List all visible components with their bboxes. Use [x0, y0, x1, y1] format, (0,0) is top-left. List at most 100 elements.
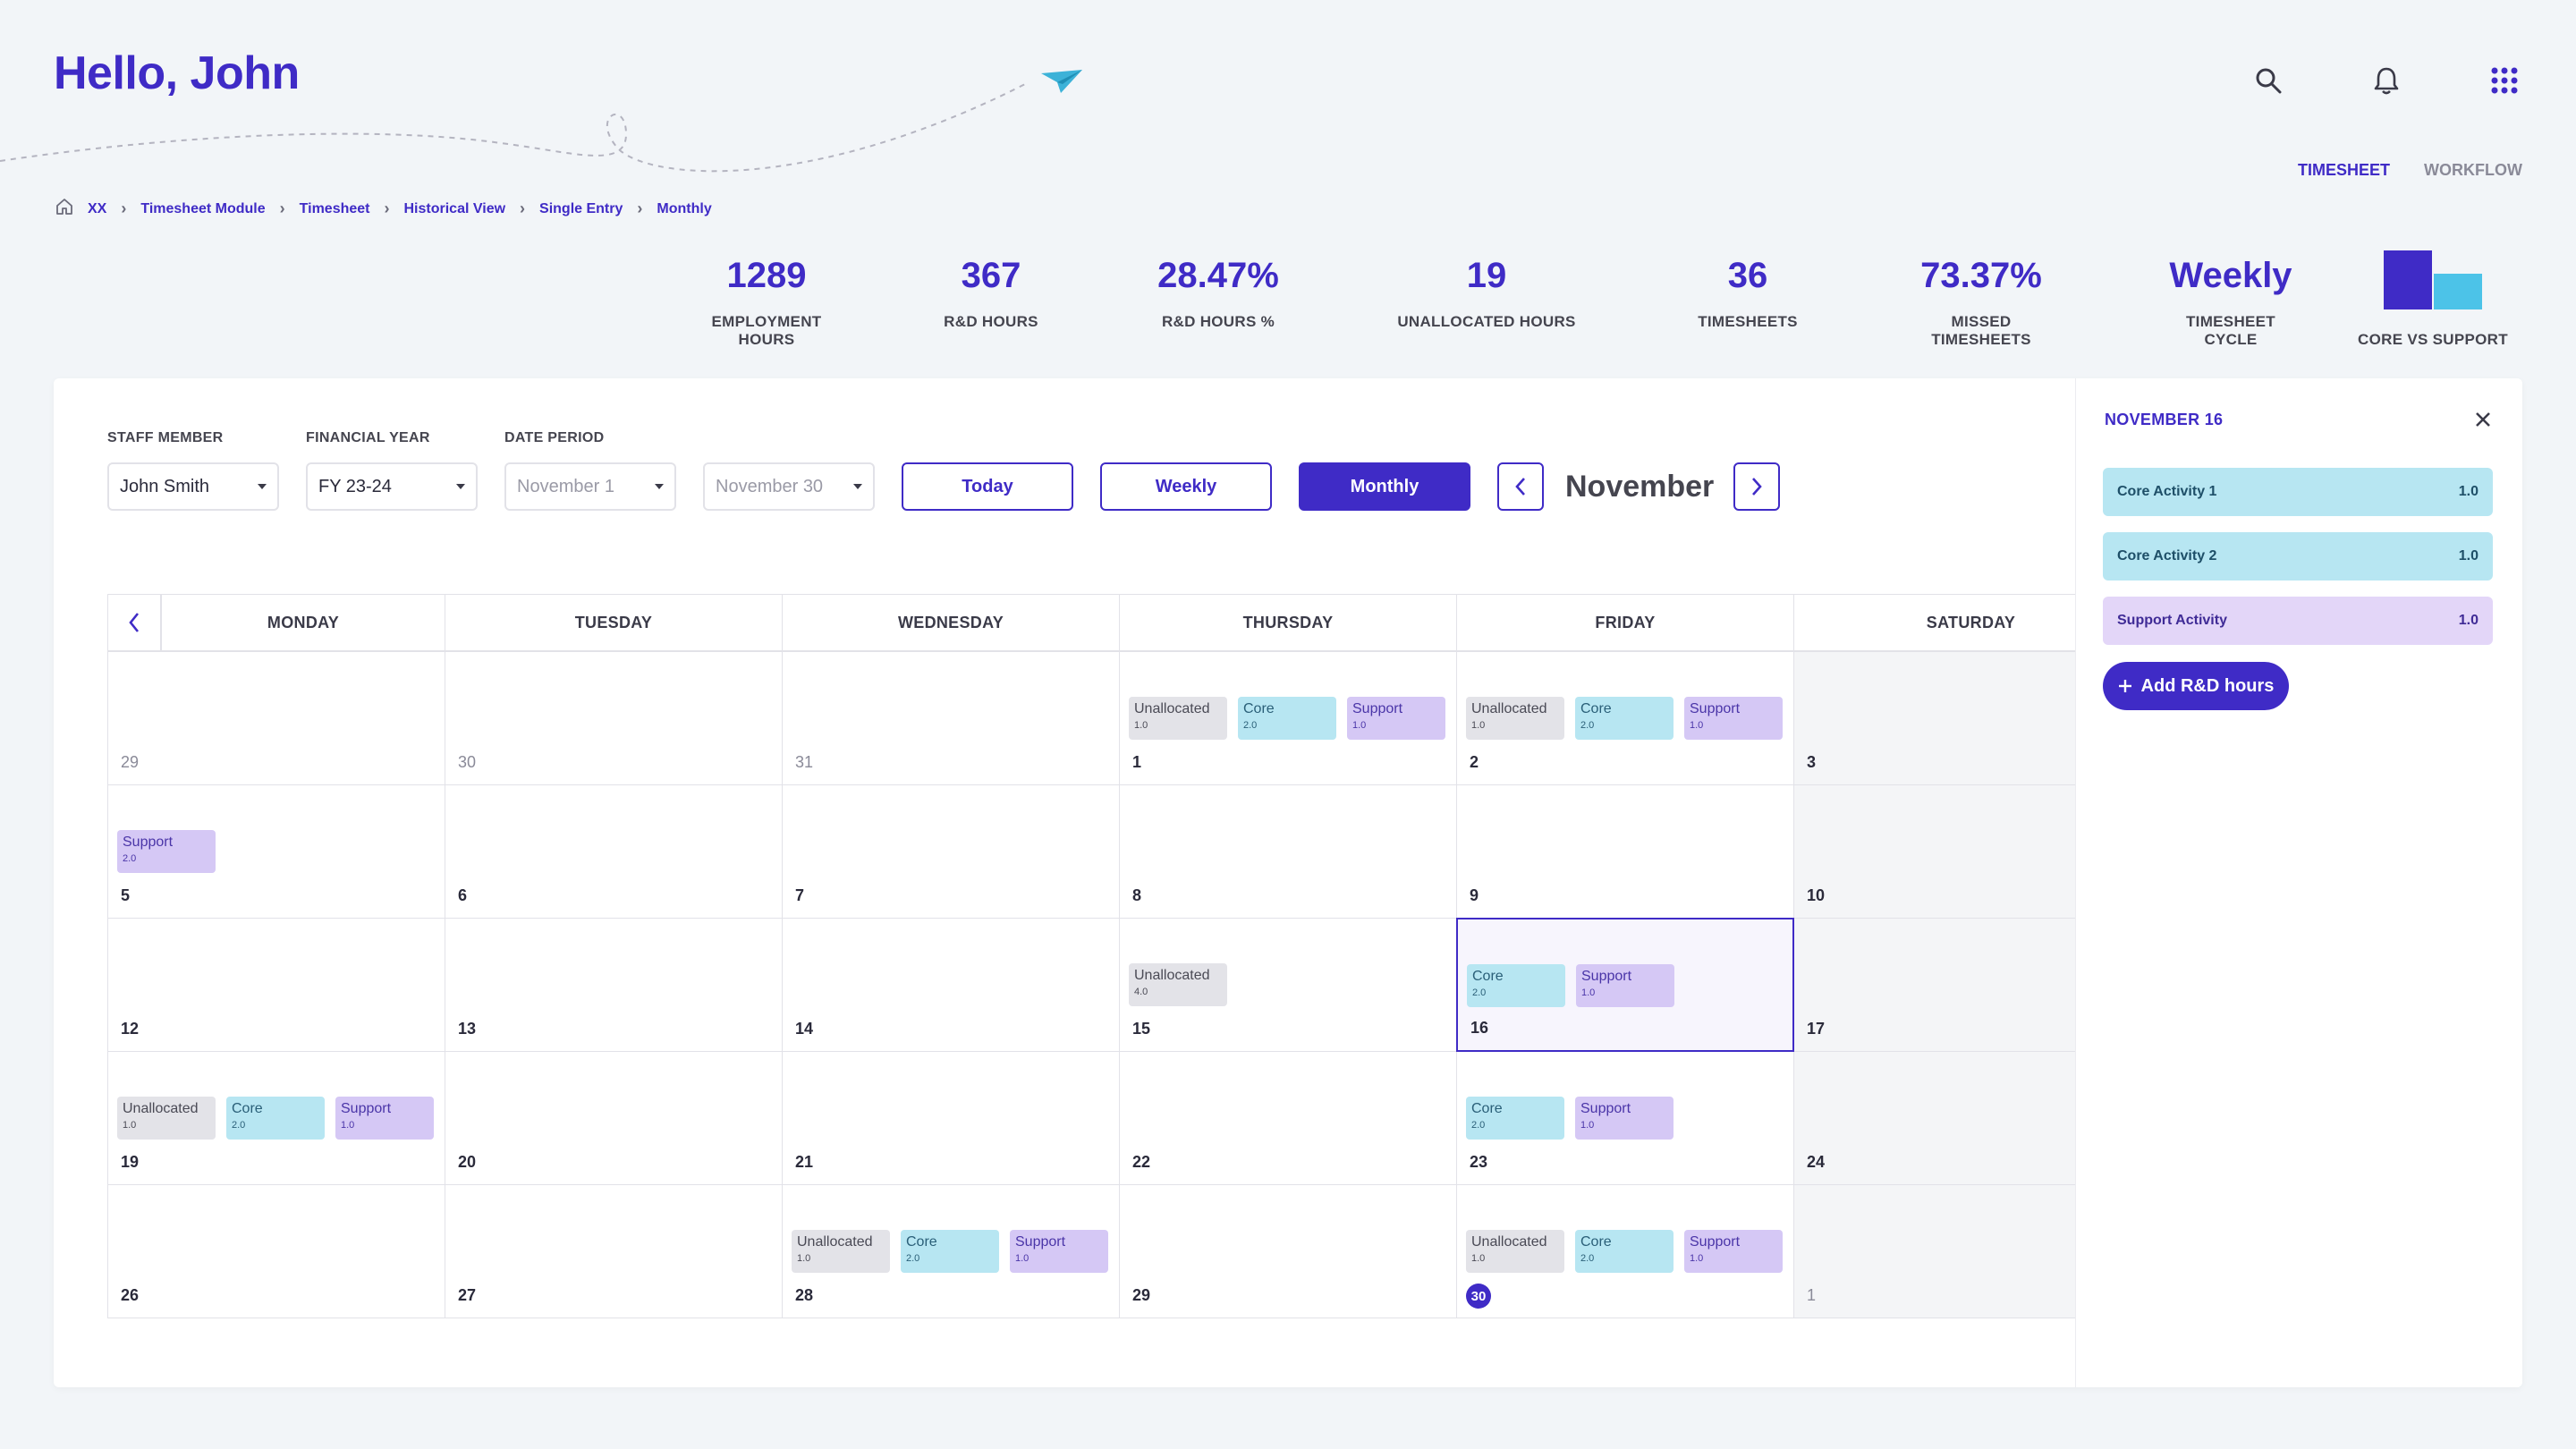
breadcrumb-timesheet[interactable]: Timesheet: [299, 200, 370, 216]
chip-hours: 2.0: [232, 1120, 246, 1131]
breadcrumb-monthly[interactable]: Monthly: [657, 200, 712, 216]
hours-chip-core[interactable]: Core 2.0: [1575, 697, 1674, 740]
breadcrumb-timesheet-module[interactable]: Timesheet Module: [140, 200, 266, 216]
next-month-button[interactable]: [1733, 462, 1780, 511]
calendar-day-cell[interactable]: Support 2.0 5: [107, 784, 445, 919]
search-icon[interactable]: [2250, 63, 2286, 98]
chip-hours: 4.0: [1134, 987, 1148, 997]
chip-label: Support: [123, 835, 174, 850]
today-button[interactable]: Today: [902, 462, 1073, 511]
day-number: 22: [1132, 1153, 1151, 1171]
hours-chip-support[interactable]: Support 1.0: [1576, 964, 1674, 1007]
calendar-day-cell[interactable]: Unallocated 1.0 Core 2.0 Support 1.0 2: [1456, 651, 1794, 785]
chip-hours: 1.0: [1690, 720, 1704, 731]
calendar-day-cell[interactable]: Unallocated 4.0 15: [1119, 918, 1457, 1052]
bell-icon[interactable]: [2368, 63, 2404, 98]
activity-core-2[interactable]: Core Activity 2 1.0: [2103, 532, 2493, 580]
hours-chip-unallocated[interactable]: Unallocated 1.0: [1129, 697, 1227, 740]
calendar-day-cell[interactable]: 29: [107, 651, 445, 785]
chip-hours: 2.0: [1580, 720, 1595, 731]
financial-year-select[interactable]: FY 23-24: [306, 462, 478, 511]
chip-hours: 1.0: [1471, 720, 1486, 731]
breadcrumb-xx[interactable]: XX: [88, 200, 107, 216]
chevron-right-icon: ›: [520, 199, 526, 217]
chip-label: Core: [1243, 701, 1275, 716]
calendar-day-cell[interactable]: 30: [445, 651, 783, 785]
weekday-header: WEDNESDAY: [782, 594, 1120, 651]
hours-chip-support[interactable]: Support 1.0: [1575, 1097, 1674, 1140]
breadcrumb-historical-view[interactable]: Historical View: [403, 200, 506, 216]
hours-chip-support[interactable]: Support 1.0: [1684, 697, 1783, 740]
hours-chip-core[interactable]: Core 2.0: [1575, 1230, 1674, 1273]
hours-chip-unallocated[interactable]: Unallocated 1.0: [1466, 697, 1564, 740]
calendar-day-cell[interactable]: 31: [782, 651, 1120, 785]
calendar-day-cell[interactable]: 13: [445, 918, 783, 1052]
hours-chip-core[interactable]: Core 2.0: [1238, 697, 1336, 740]
calendar-day-cell[interactable]: 6: [445, 784, 783, 919]
hours-chip-support[interactable]: Support 1.0: [1010, 1230, 1108, 1273]
calendar-day-cell[interactable]: Unallocated 1.0 Core 2.0 Support 1.0 19: [107, 1051, 445, 1185]
calendar-day-cell[interactable]: 26: [107, 1184, 445, 1318]
chip-label: Support: [1581, 969, 1632, 984]
hours-chip-unallocated[interactable]: Unallocated 4.0: [1129, 963, 1227, 1006]
day-number: 28: [795, 1286, 814, 1304]
calendar-day-cell[interactable]: 21: [782, 1051, 1120, 1185]
hours-chip-core[interactable]: Core 2.0: [226, 1097, 325, 1140]
hours-chip-unallocated[interactable]: Unallocated 1.0: [117, 1097, 216, 1140]
date-from-select[interactable]: November 1: [504, 462, 676, 511]
calendar-day-cell[interactable]: 20: [445, 1051, 783, 1185]
breadcrumb-single-entry[interactable]: Single Entry: [539, 200, 623, 216]
apps-grid-icon[interactable]: [2487, 63, 2522, 98]
calendar-prev-week-button[interactable]: [107, 594, 161, 651]
calendar-day-cell[interactable]: Unallocated 1.0 Core 2.0 Support 1.0 30: [1456, 1184, 1794, 1318]
add-rd-hours-button[interactable]: Add R&D hours: [2103, 662, 2289, 710]
activity-core-1[interactable]: Core Activity 1 1.0: [2103, 468, 2493, 516]
calendar-day-cell[interactable]: 27: [445, 1184, 783, 1318]
date-to-select[interactable]: November 30: [703, 462, 875, 511]
calendar-day-cell[interactable]: 29: [1119, 1184, 1457, 1318]
chip-hours: 1.0: [341, 1120, 355, 1131]
hours-chip-unallocated[interactable]: Unallocated 1.0: [1466, 1230, 1564, 1273]
weekly-button[interactable]: Weekly: [1100, 462, 1272, 511]
timesheet-card: STAFF MEMBER John Smith FINANCIAL YEAR F…: [54, 378, 2522, 1387]
calendar-day-cell[interactable]: 22: [1119, 1051, 1457, 1185]
stat-missed-timesheets: 73.37% MISSED TIMESHEETS: [1920, 256, 2042, 348]
calendar-day-cell[interactable]: 9: [1456, 784, 1794, 919]
prev-month-button[interactable]: [1497, 462, 1544, 511]
chevron-right-icon: ›: [279, 199, 285, 217]
calendar-day-cell[interactable]: 14: [782, 918, 1120, 1052]
day-number: 16: [1470, 1019, 1489, 1037]
chip-label: Core: [232, 1101, 263, 1116]
calendar-day-cell[interactable]: Unallocated 1.0 Core 2.0 Support 1.0 1: [1119, 651, 1457, 785]
day-number: 17: [1807, 1020, 1826, 1038]
chip-label: Core: [1580, 701, 1612, 716]
hours-chip-core[interactable]: Core 2.0: [901, 1230, 999, 1273]
hours-chip-core[interactable]: Core 2.0: [1467, 964, 1565, 1007]
monthly-button[interactable]: Monthly: [1299, 462, 1470, 511]
hours-chip-support[interactable]: Support 2.0: [117, 830, 216, 873]
home-icon[interactable]: [55, 198, 73, 220]
activity-support[interactable]: Support Activity 1.0: [2103, 597, 2493, 645]
tab-workflow[interactable]: WORKFLOW: [2424, 161, 2522, 179]
chevron-right-icon: [1752, 478, 1762, 496]
day-number: 14: [795, 1020, 814, 1038]
day-number: 2: [1470, 753, 1479, 771]
hours-chip-support[interactable]: Support 1.0: [1347, 697, 1445, 740]
chip-label: Core: [1580, 1234, 1612, 1250]
calendar-day-cell[interactable]: Core 2.0 Support 1.0 23: [1456, 1051, 1794, 1185]
calendar-day-cell[interactable]: 8: [1119, 784, 1457, 919]
calendar-day-cell[interactable]: Unallocated 1.0 Core 2.0 Support 1.0 28: [782, 1184, 1120, 1318]
tab-timesheet[interactable]: TIMESHEET: [2298, 161, 2391, 179]
chip-label: Core: [1472, 969, 1504, 984]
close-panel-button[interactable]: [2470, 407, 2496, 432]
hours-chip-support[interactable]: Support 1.0: [1684, 1230, 1783, 1273]
hours-chip-core[interactable]: Core 2.0: [1466, 1097, 1564, 1140]
day-detail-panel: NOVEMBER 16 Core Activity 1 1.0 Core Act…: [2075, 378, 2522, 1387]
calendar-day-cell[interactable]: 12: [107, 918, 445, 1052]
chip-label: Support: [1015, 1234, 1066, 1250]
hours-chip-support[interactable]: Support 1.0: [335, 1097, 434, 1140]
hours-chip-unallocated[interactable]: Unallocated 1.0: [792, 1230, 890, 1273]
staff-member-select[interactable]: John Smith: [107, 462, 279, 511]
calendar-day-cell[interactable]: Core 2.0 Support 1.0 16: [1456, 918, 1794, 1052]
calendar-day-cell[interactable]: 7: [782, 784, 1120, 919]
